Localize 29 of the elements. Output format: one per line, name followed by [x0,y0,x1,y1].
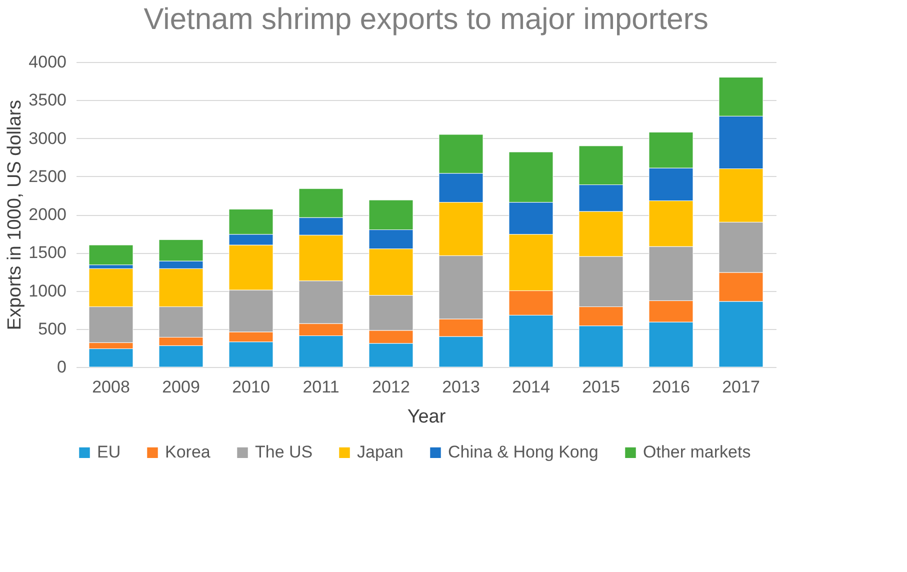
x-tick-label: 2015 [582,378,620,396]
y-tick-label: 2000 [28,205,66,224]
legend-label: The US [255,442,313,462]
legend-label: Korea [165,442,211,462]
x-tick-label: 2010 [232,378,270,396]
x-tick-label: 2017 [722,378,760,396]
x-tick-label: 2016 [652,378,690,396]
x-tick-label: 2011 [302,378,340,396]
y-tick-label: 4000 [28,52,66,72]
x-tick-label: 2008 [92,378,130,396]
legend-label: Other markets [643,442,751,462]
chart-title: Vietnam shrimp exports to major importers [144,3,708,36]
y-tick-label: 0 [57,358,66,376]
legend-label: EU [97,442,121,462]
bar [88,244,134,266]
x-tick-label: 2014 [512,378,550,396]
legend-label: China & Hong Kong [448,442,598,462]
x-tick-label: 2012 [372,378,410,396]
y-tick-label: 2500 [28,166,66,186]
y-tick-label: 500 [38,319,66,338]
y-axis-title: Exports in 1000, US dollars [4,100,26,330]
y-tick-label: 1000 [28,281,66,300]
y-tick-label: 1500 [28,243,66,262]
y-tick-label: 3000 [28,128,66,148]
x-tick-label: 2009 [162,378,200,396]
x-tick-label: 2013 [442,378,480,396]
x-axis-title: Year [407,406,446,428]
legend-label: Japan [357,442,404,462]
y-tick-label: 3500 [28,90,66,110]
